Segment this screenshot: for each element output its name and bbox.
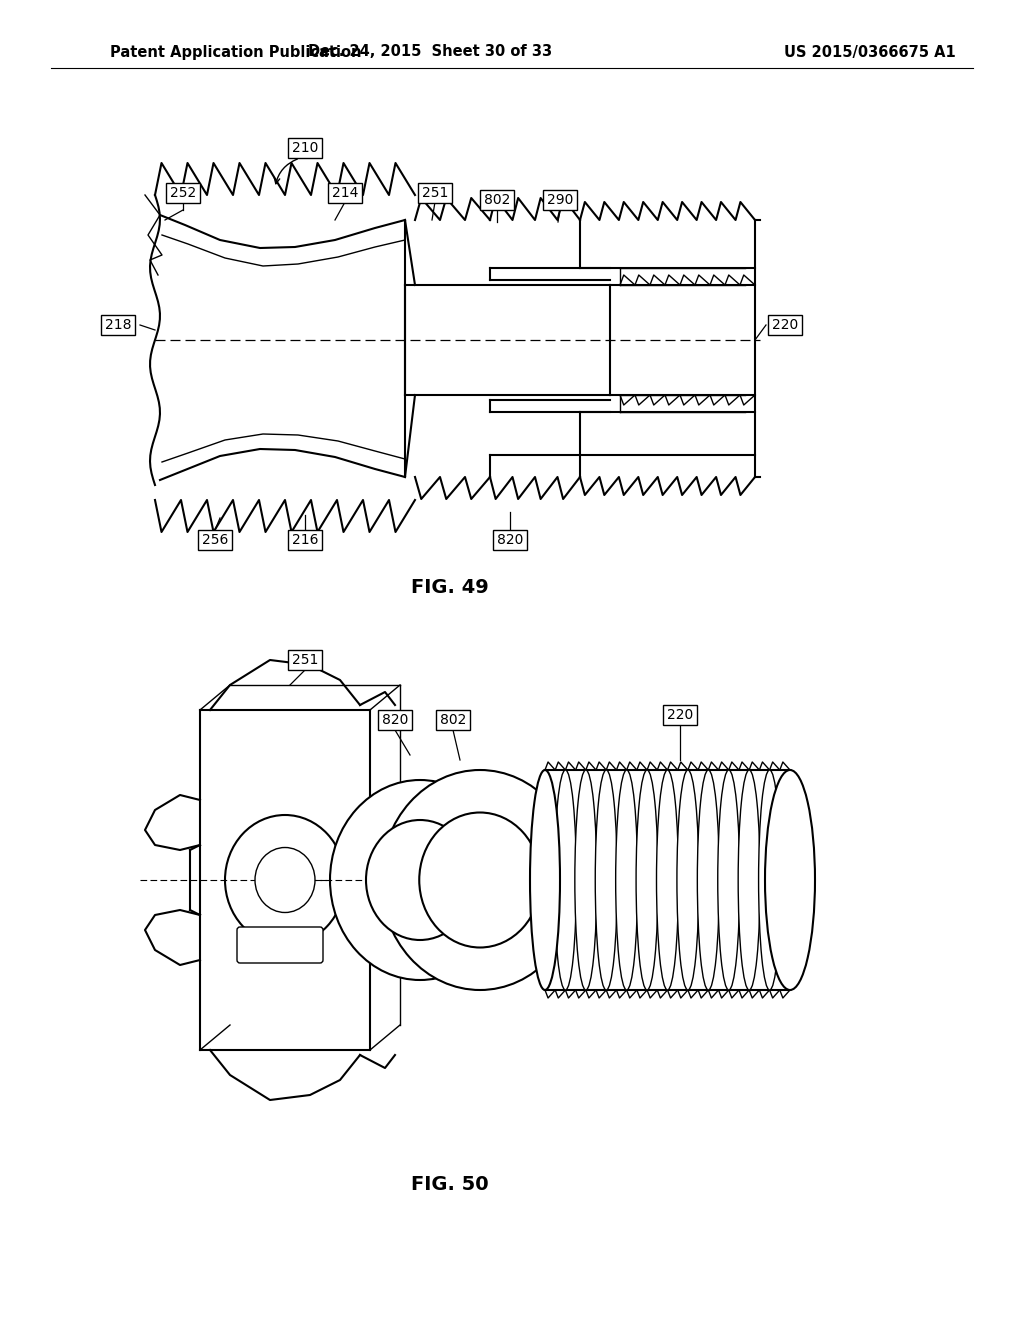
Text: FIG. 49: FIG. 49 xyxy=(411,578,488,597)
Text: 218: 218 xyxy=(104,318,131,333)
Ellipse shape xyxy=(225,814,345,945)
Ellipse shape xyxy=(656,770,679,990)
Text: 820: 820 xyxy=(382,713,409,727)
Text: 820: 820 xyxy=(497,533,523,546)
Ellipse shape xyxy=(255,847,315,912)
Text: 251: 251 xyxy=(422,186,449,201)
Ellipse shape xyxy=(530,770,560,990)
Text: 220: 220 xyxy=(667,708,693,722)
Ellipse shape xyxy=(366,820,474,940)
Text: 251: 251 xyxy=(292,653,318,667)
Text: 290: 290 xyxy=(547,193,573,207)
Ellipse shape xyxy=(759,770,780,990)
Text: FIG. 50: FIG. 50 xyxy=(412,1175,488,1195)
Text: 802: 802 xyxy=(483,193,510,207)
Text: 210: 210 xyxy=(292,141,318,154)
Ellipse shape xyxy=(697,770,719,990)
Ellipse shape xyxy=(765,770,815,990)
Text: 802: 802 xyxy=(440,713,466,727)
Ellipse shape xyxy=(595,770,617,990)
Ellipse shape xyxy=(636,770,658,990)
Ellipse shape xyxy=(718,770,739,990)
FancyBboxPatch shape xyxy=(237,927,323,964)
Ellipse shape xyxy=(779,770,801,990)
Ellipse shape xyxy=(677,770,699,990)
Ellipse shape xyxy=(574,770,597,990)
Text: 214: 214 xyxy=(332,186,358,201)
Text: 252: 252 xyxy=(170,186,197,201)
Text: 256: 256 xyxy=(202,533,228,546)
Ellipse shape xyxy=(381,770,579,990)
Ellipse shape xyxy=(330,780,510,979)
Text: Patent Application Publication: Patent Application Publication xyxy=(110,45,361,59)
Ellipse shape xyxy=(419,813,541,948)
Text: 216: 216 xyxy=(292,533,318,546)
Text: US 2015/0366675 A1: US 2015/0366675 A1 xyxy=(784,45,955,59)
Text: Dec. 24, 2015  Sheet 30 of 33: Dec. 24, 2015 Sheet 30 of 33 xyxy=(308,45,552,59)
Ellipse shape xyxy=(738,770,760,990)
Ellipse shape xyxy=(615,770,638,990)
Ellipse shape xyxy=(534,770,556,990)
Text: 220: 220 xyxy=(772,318,798,333)
Ellipse shape xyxy=(554,770,577,990)
